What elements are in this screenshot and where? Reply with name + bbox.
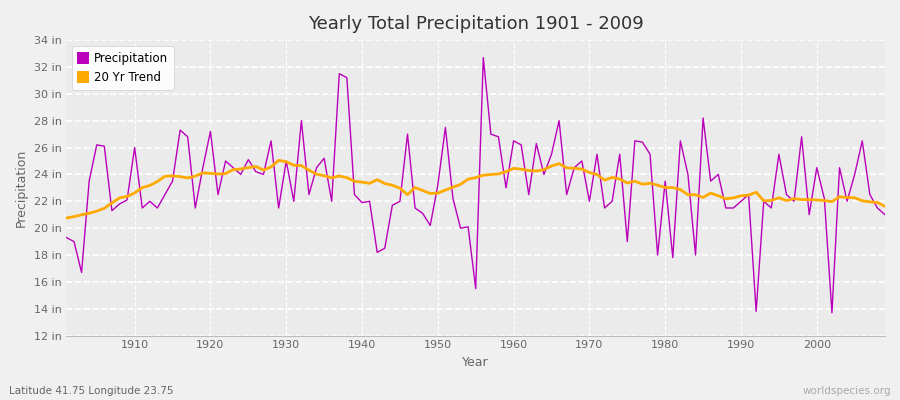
Y-axis label: Precipitation: Precipitation: [15, 149, 28, 227]
X-axis label: Year: Year: [463, 356, 489, 369]
Text: Latitude 41.75 Longitude 23.75: Latitude 41.75 Longitude 23.75: [9, 386, 174, 396]
Legend: Precipitation, 20 Yr Trend: Precipitation, 20 Yr Trend: [72, 46, 174, 90]
Text: worldspecies.org: worldspecies.org: [803, 386, 891, 396]
Title: Yearly Total Precipitation 1901 - 2009: Yearly Total Precipitation 1901 - 2009: [308, 15, 644, 33]
